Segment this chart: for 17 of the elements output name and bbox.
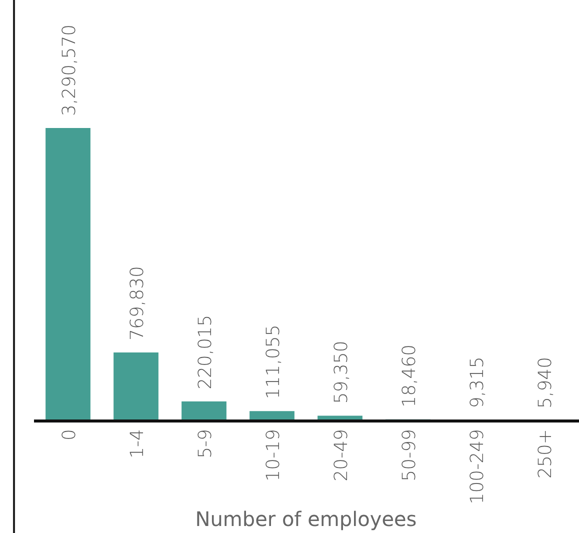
data-label: 769,830	[127, 266, 148, 340]
data-label: 5,940	[535, 356, 556, 408]
x-tick-label: 0	[59, 429, 80, 440]
x-tick-label: 250+	[535, 429, 556, 478]
x-tick-label: 5-9	[195, 429, 216, 458]
x-tick-label: 1-4	[127, 429, 148, 458]
x-tick-label: 10-19	[263, 429, 284, 482]
data-label: 9,315	[467, 356, 488, 408]
data-label: 18,460	[399, 344, 420, 408]
x-tick-label: 50-99	[399, 429, 420, 482]
data-label: 3,290,570	[59, 24, 80, 116]
data-label: 111,055	[263, 324, 284, 400]
data-label: 220,015	[195, 314, 216, 390]
data-label: 59,350	[331, 340, 352, 404]
x-tick-label: 20-49	[331, 429, 352, 482]
x-tick-label: 100-249	[467, 429, 488, 504]
x-axis-title: Number of employees	[195, 507, 417, 531]
